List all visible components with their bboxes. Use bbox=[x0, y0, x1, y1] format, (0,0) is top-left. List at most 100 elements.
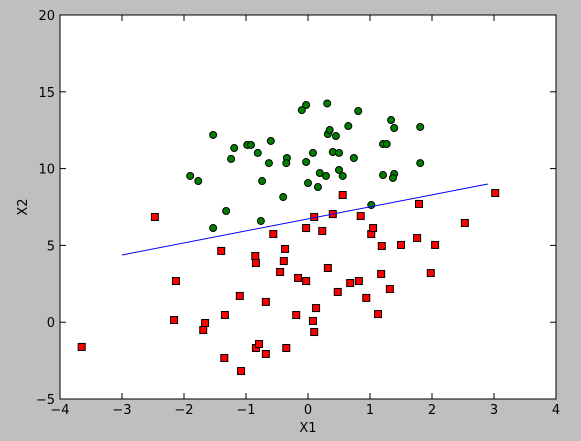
point bbox=[390, 124, 399, 133]
point bbox=[261, 297, 270, 306]
point bbox=[266, 136, 275, 145]
point bbox=[261, 349, 270, 358]
point bbox=[253, 148, 262, 157]
point bbox=[362, 293, 371, 302]
point bbox=[387, 116, 396, 125]
point bbox=[209, 130, 218, 139]
y-tick-label: 15 bbox=[38, 86, 55, 101]
point bbox=[222, 206, 231, 215]
point bbox=[294, 273, 303, 282]
point bbox=[335, 165, 343, 174]
point bbox=[276, 267, 285, 276]
point bbox=[321, 171, 330, 180]
point bbox=[264, 159, 273, 168]
x-tick-label: −1 bbox=[236, 403, 255, 418]
point bbox=[325, 126, 334, 135]
point bbox=[220, 353, 229, 362]
point bbox=[281, 244, 290, 253]
plot-frame bbox=[59, 14, 557, 400]
point bbox=[431, 240, 440, 249]
point bbox=[491, 189, 500, 198]
point bbox=[354, 107, 363, 115]
point bbox=[297, 106, 306, 115]
x-tick-label: −4 bbox=[50, 403, 69, 418]
point bbox=[217, 246, 226, 255]
point bbox=[256, 216, 265, 225]
point bbox=[416, 122, 425, 131]
x-axis-label: X1 bbox=[299, 421, 316, 436]
point bbox=[382, 140, 391, 149]
y-tick-label: −5 bbox=[36, 393, 55, 408]
point bbox=[308, 316, 317, 325]
point bbox=[308, 148, 317, 157]
point bbox=[338, 171, 347, 180]
point bbox=[150, 212, 159, 221]
point bbox=[251, 251, 260, 260]
point bbox=[388, 173, 397, 182]
point bbox=[356, 212, 365, 221]
point bbox=[333, 287, 342, 296]
point bbox=[201, 318, 210, 327]
point bbox=[302, 157, 311, 166]
point bbox=[323, 99, 332, 108]
point bbox=[282, 159, 291, 168]
point bbox=[269, 230, 278, 239]
point bbox=[354, 277, 363, 286]
point bbox=[227, 154, 236, 163]
point bbox=[279, 193, 288, 202]
point bbox=[460, 218, 469, 227]
point bbox=[302, 101, 311, 110]
point bbox=[374, 310, 383, 319]
line bbox=[121, 183, 488, 256]
point bbox=[220, 310, 229, 319]
point bbox=[186, 171, 195, 180]
point bbox=[344, 122, 353, 131]
point bbox=[258, 177, 267, 186]
point bbox=[312, 304, 321, 313]
point bbox=[331, 132, 340, 141]
y-tick-label: 10 bbox=[38, 163, 55, 178]
x-tick-label: 2 bbox=[428, 403, 436, 418]
x-tick-label: 3 bbox=[490, 403, 498, 418]
point bbox=[426, 269, 435, 278]
point bbox=[379, 171, 388, 180]
x-tick-label: −3 bbox=[112, 403, 131, 418]
point bbox=[349, 154, 358, 163]
point bbox=[255, 340, 264, 349]
y-tick-label: 20 bbox=[38, 9, 55, 24]
point bbox=[416, 159, 425, 168]
x-tick-label: 4 bbox=[552, 403, 560, 418]
point bbox=[385, 285, 394, 294]
point bbox=[199, 326, 208, 335]
point bbox=[77, 342, 86, 351]
point bbox=[282, 344, 291, 353]
point bbox=[338, 191, 347, 200]
x-tick-label: 1 bbox=[366, 403, 374, 418]
y-tick-label: 0 bbox=[47, 316, 55, 331]
point bbox=[313, 183, 322, 192]
point bbox=[237, 367, 246, 376]
y-axis-label: X2 bbox=[16, 198, 31, 215]
point bbox=[369, 224, 378, 233]
point bbox=[413, 234, 422, 243]
y-tick-label: 5 bbox=[47, 239, 55, 254]
point bbox=[310, 328, 319, 337]
point bbox=[170, 316, 179, 325]
point bbox=[318, 226, 327, 235]
x-tick-label: −2 bbox=[174, 403, 193, 418]
x-tick-label: 0 bbox=[304, 403, 312, 418]
point bbox=[323, 263, 332, 272]
plot-area bbox=[60, 15, 556, 399]
point bbox=[397, 240, 405, 249]
point bbox=[235, 291, 244, 300]
point bbox=[346, 279, 355, 288]
point bbox=[279, 257, 288, 266]
point bbox=[251, 259, 260, 268]
point bbox=[377, 242, 386, 251]
point bbox=[302, 277, 311, 286]
point bbox=[302, 224, 311, 233]
point bbox=[414, 199, 423, 208]
point bbox=[335, 148, 343, 157]
